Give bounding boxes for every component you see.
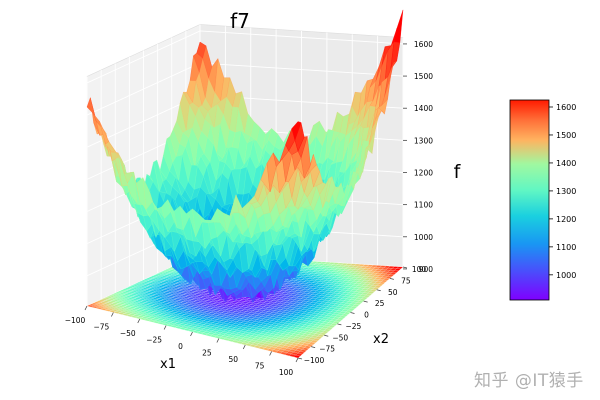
x-tick-label: 50 (228, 355, 238, 364)
x-tick-label: −25 (146, 336, 162, 345)
y-tick-label: −50 (332, 333, 348, 342)
colorbar-tick-label: 1500 (556, 131, 576, 140)
colorbar-tick-label: 1600 (556, 103, 576, 112)
x-tick (216, 338, 220, 343)
z-axis-label: f (454, 161, 462, 183)
colorbar-tick-label: 1200 (556, 215, 576, 224)
y-tick-label: 100 (412, 265, 427, 274)
z-tick-label: 1500 (414, 72, 433, 81)
y-tick (324, 334, 329, 337)
x-tick (84, 305, 88, 311)
y-tick-label: 50 (388, 288, 398, 297)
z-tick-label: 1200 (414, 169, 433, 178)
z-tick-label: 1000 (414, 233, 433, 242)
x-tick-label: 0 (178, 342, 183, 351)
x-tick (111, 312, 114, 317)
y-tick-label: −75 (319, 345, 335, 354)
x-tick (137, 318, 141, 324)
surface-cell (291, 121, 302, 141)
x-tick-label: 25 (202, 349, 212, 358)
colorbar-tick-label: 1100 (556, 243, 576, 252)
x-tick-label: 100 (279, 368, 294, 377)
y-tick (350, 312, 355, 314)
x-tick (295, 357, 299, 363)
x-tick (163, 325, 167, 330)
y-tick (337, 323, 342, 326)
y-tick-label: −25 (345, 322, 361, 331)
y-tick (402, 266, 408, 269)
x-tick-label: −75 (93, 323, 109, 332)
colorbar-tick-label: 1000 (556, 271, 576, 280)
x-axis-label: x1 (160, 357, 176, 372)
y-tick-label: 75 (401, 276, 411, 285)
colorbar-tick-label: 1400 (556, 159, 576, 168)
z-tick-label: 1400 (414, 104, 433, 113)
surface-plot (86, 9, 404, 304)
z-tick-label: 1600 (414, 40, 433, 49)
x-tick-label: 75 (255, 362, 265, 371)
x-tick-label: −100 (65, 316, 86, 325)
colorbar-tick-label: 1300 (556, 187, 576, 196)
x-tick (242, 344, 246, 350)
y-tick (376, 289, 381, 292)
x-tick (190, 331, 193, 337)
y-tick (297, 357, 303, 360)
z-tick-label: 1300 (414, 136, 433, 145)
x-tick (269, 351, 272, 356)
z-tick-label: 900 (419, 265, 434, 274)
colorbar: 1000 1100 1200 1300 1400 1500 1600 (509, 99, 576, 301)
y-tick-label: 25 (375, 299, 385, 308)
y-tick-label: 0 (364, 311, 369, 320)
y-tick-label: −100 (304, 356, 325, 365)
axes-ticks: −100−100−75−75−50 −50−25−2500252550507575… (65, 40, 434, 377)
z-tick-label: 1100 (414, 201, 433, 210)
y-tick (311, 346, 316, 349)
x-tick-label: −50 (120, 329, 136, 338)
y-axis-label: x2 (373, 332, 389, 347)
y-tick (363, 300, 368, 303)
chart-title: f7 (230, 9, 250, 33)
watermark: 知乎 @IT猿手 (474, 371, 584, 391)
y-tick (389, 277, 394, 280)
colorbar-gradient (509, 99, 550, 301)
